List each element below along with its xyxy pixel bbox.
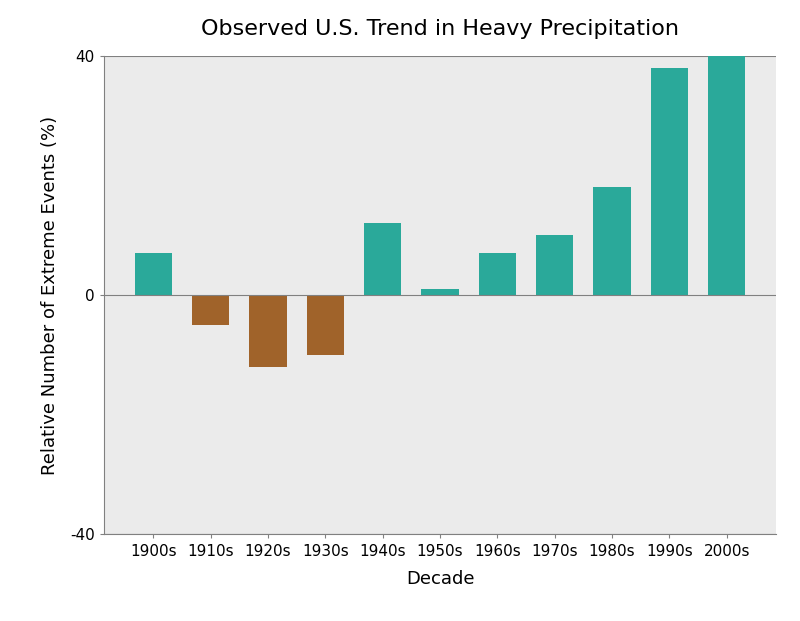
Title: Observed U.S. Trend in Heavy Precipitation: Observed U.S. Trend in Heavy Precipitati… (201, 19, 679, 39)
Bar (192, 295, 229, 325)
Bar (306, 295, 344, 355)
Bar (594, 188, 630, 295)
Bar (364, 223, 402, 295)
Bar (651, 68, 688, 295)
X-axis label: Decade: Decade (406, 570, 474, 588)
Bar (250, 295, 286, 366)
Bar (536, 235, 574, 295)
Bar (708, 56, 746, 295)
Bar (422, 289, 458, 295)
Y-axis label: Relative Number of Extreme Events (%): Relative Number of Extreme Events (%) (41, 116, 59, 474)
Bar (134, 253, 172, 295)
Bar (478, 253, 516, 295)
